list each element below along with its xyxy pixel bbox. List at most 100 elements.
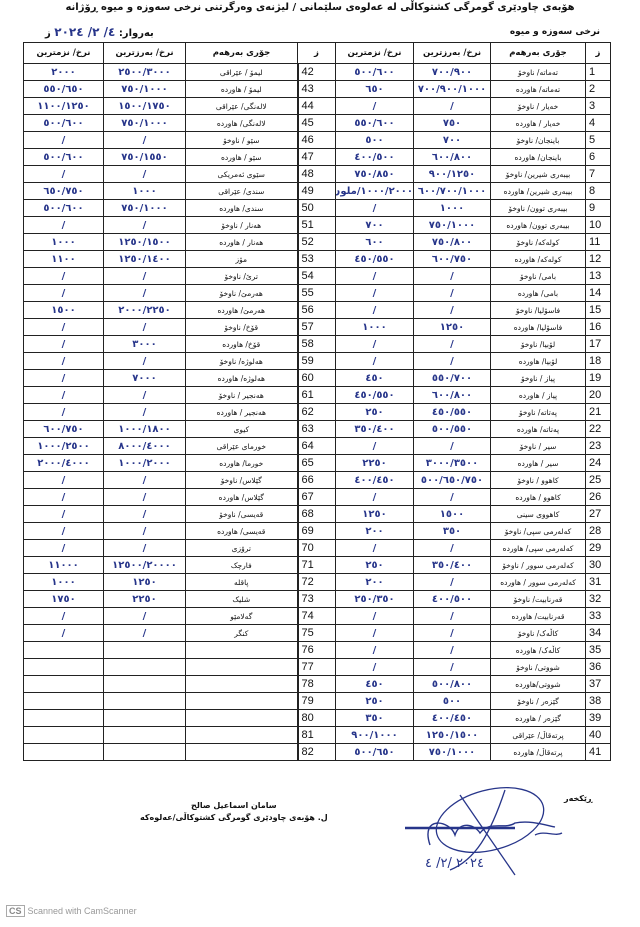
camscanner-watermark: CS Scanned with CamScanner xyxy=(6,905,137,917)
row-number-cell: 38 xyxy=(585,692,611,710)
table-row: /٧٠٠٠ هەلوژە/ هاوردە 60 ٤٥٠ ٥٥٠/٧٠٠ پیاز / نا… xyxy=(23,369,611,387)
low-price-cell: ٥٠٠/٦٠٠ xyxy=(23,148,104,166)
table-row: ١٠٠٠ ١٢٥٠/١٥٠٠ هەنار / هاوردە 52 ٦٠٠ ٧٥٠/٨٠٠ ک… xyxy=(23,233,611,251)
row-number-cell: 55 xyxy=(296,284,336,302)
high-price-cell: / xyxy=(413,624,491,642)
low-price-cell: ٤٠٠/٤٥٠ xyxy=(335,471,414,489)
row-number-cell: 8 xyxy=(585,182,611,200)
product-name-cell: لیمۆ / عێراقی xyxy=(185,63,298,81)
high-price-cell: ٩٠٠/١٢٥٠ xyxy=(413,165,491,183)
product-name-cell: پەتاتە/ ناوخۆ xyxy=(490,403,586,421)
high-price-cell: ١٢٥٠ xyxy=(413,318,491,336)
row-number-cell: 4 xyxy=(585,114,611,132)
row-number-cell: 37 xyxy=(585,675,611,693)
row-number-cell: 74 xyxy=(296,607,336,625)
product-name-cell: هەنجیر / هاوردە xyxy=(185,403,298,421)
row-number-cell: 1 xyxy=(585,63,611,81)
row-number-cell: 63 xyxy=(296,420,336,438)
row-number-cell: 66 xyxy=(296,471,336,489)
row-number-cell: 60 xyxy=(296,369,336,387)
product-name-cell: تەماتە/ ناوخۆ xyxy=(490,63,586,81)
row-number-cell: 41 xyxy=(585,743,611,761)
low-price-cell: ٦٥٠ xyxy=(335,80,414,98)
low-price-cell: ١٧٥٠ xyxy=(23,590,104,608)
row-number-cell: 51 xyxy=(296,216,336,234)
low-price-cell: ٥٠٠ xyxy=(335,131,414,149)
product-name-cell: شووتی/ ناوخۆ xyxy=(490,658,586,676)
low-price-cell: / xyxy=(23,539,104,557)
row-number-cell: 15 xyxy=(585,301,611,319)
row-number-cell: 33 xyxy=(585,607,611,625)
low-price-cell: / xyxy=(335,352,414,370)
high-price-cell: ٧٠٠ xyxy=(413,131,491,149)
high-price-cell: ٦٠٠/٨٠٠ xyxy=(413,148,491,166)
high-price-cell: / xyxy=(413,658,491,676)
product-name-cell: فاسۆلیا/ هاوردە xyxy=(490,318,586,336)
header-high-price: نرخ/ بەرزترین xyxy=(103,42,186,64)
high-price-cell: / xyxy=(413,284,491,302)
low-price-cell xyxy=(23,709,104,727)
row-number-cell: 35 xyxy=(585,641,611,659)
row-number-cell: 78 xyxy=(296,675,336,693)
product-name-cell: خورما/ هاوردە xyxy=(185,454,298,472)
table-row: / / ترێ/ ناوخۆ 54// بامی/ ناوخۆ 13 xyxy=(23,267,611,285)
row-number-cell: 14 xyxy=(585,284,611,302)
high-price-cell: ٧٥٠ xyxy=(413,114,491,132)
header-low-price: نرخ/ نزمترین xyxy=(23,42,104,64)
table-row: ٥٥٠/٦٥٠ ٧٥٠/١٠٠٠ لیمۆ / هاوردە 43 ٦٥٠ ٧٠٠/٩٠٠… xyxy=(23,80,611,98)
row-number-cell: 57 xyxy=(296,318,336,336)
product-name-cell: کاهوو / ناوخۆ xyxy=(490,471,586,489)
handwritten-signature: ٢٠٢٤ /٢/ ٤ xyxy=(405,787,563,876)
product-name-cell: گێزەر / ناوخۆ xyxy=(490,692,586,710)
row-number-cell: 42 xyxy=(296,63,336,81)
product-name-cell: مۆز xyxy=(185,250,298,268)
product-name-cell xyxy=(185,658,298,676)
header-high-price: نرخ/ بەرزترین xyxy=(413,42,491,64)
product-name-cell: کنگر xyxy=(185,624,298,642)
low-price-cell: ١٠٠٠ xyxy=(23,233,104,251)
low-price-cell: ٢٠٠ xyxy=(335,522,414,540)
row-number-cell: 71 xyxy=(296,556,336,574)
low-price-cell: ٣٥٠ xyxy=(335,709,414,727)
low-price-cell: ٢٥٠ xyxy=(335,403,414,421)
low-price-cell: / xyxy=(335,641,414,659)
high-price-cell: ٧٥٠/٨٠٠ xyxy=(413,233,491,251)
low-price-cell: ١١٠٠٠ xyxy=(23,556,104,574)
document-date: بەروار: ٤/ ٢/ ٢٠٢٤ ز xyxy=(45,25,154,39)
low-price-cell xyxy=(23,743,104,761)
low-price-cell: / xyxy=(335,199,414,217)
table-row: 77// شووتی/ ناوخۆ 36 xyxy=(23,658,611,676)
high-price-cell: ٥٥٠/٧٠٠ xyxy=(413,369,491,387)
low-price-cell: ٦٠٠ xyxy=(335,233,414,251)
product-name-cell: کولەکە/ ناوخۆ xyxy=(490,233,586,251)
high-price-cell: ٧٥٠/١٠٠٠ xyxy=(103,199,186,217)
low-price-cell xyxy=(23,675,104,693)
product-name-cell: کولەکە/ هاوردە xyxy=(490,250,586,268)
table-row: / / هەرمێ/ ناوخۆ 55// بامی/ هاوردە 14 xyxy=(23,284,611,302)
row-number-cell: 80 xyxy=(296,709,336,727)
high-price-cell: ٦٠٠/٧٠٠/١٠٠٠ xyxy=(413,182,491,200)
high-price-cell: ١٠٠٠/١٨٠٠ xyxy=(103,420,186,438)
row-number-cell: 43 xyxy=(296,80,336,98)
table-row: /٣٠٠٠ قۆخ/ هاوردە 58// لۆبیا/ ناوخۆ 17 xyxy=(23,335,611,353)
low-price-cell: ٧٠٠ xyxy=(335,216,414,234)
row-number-cell: 46 xyxy=(296,131,336,149)
high-price-cell: ٦٠٠/٨٠٠ xyxy=(413,386,491,404)
low-price-cell: / xyxy=(335,539,414,557)
table-row: ٥٠٠/٦٠٠ ٧٥٠/١٥٥٠ سێو / هاوردە 47 ٤٠٠/٥٠٠ ٦٠٠/… xyxy=(23,148,611,166)
signature-date: ٢٠٢٤ /٢/ ٤ xyxy=(425,856,484,871)
table-row: 79 ٢٥٠ ٥٠٠ گێزەر / ناوخۆ 38 xyxy=(23,692,611,710)
product-name-cell: کاهووی سینی xyxy=(490,505,586,523)
low-price-cell: / xyxy=(23,267,104,285)
row-number-cell: 2 xyxy=(585,80,611,98)
table-row: ١١٠٠ ١٢٥٠/١٤٠٠ مۆز 53 ٤٥٠/٥٥٠ ٦٠٠/٧٥٠ کولەکە/ … xyxy=(23,250,611,268)
high-price-cell: ١٠٠٠ xyxy=(103,182,186,200)
product-name-cell: تەماتە/ هاوردە xyxy=(490,80,586,98)
sender-label: ڕێکخەر xyxy=(564,794,593,803)
high-price-cell: / xyxy=(103,607,186,625)
document-subtitle: نرخی سەوزە و میوە xyxy=(509,27,600,37)
low-price-cell: ٥٠٠/٦٥٠ xyxy=(335,743,414,761)
product-name-cell: قەرنابیت/ هاوردە xyxy=(490,607,586,625)
product-name-cell: هەلوژە/ هاوردە xyxy=(185,369,298,387)
